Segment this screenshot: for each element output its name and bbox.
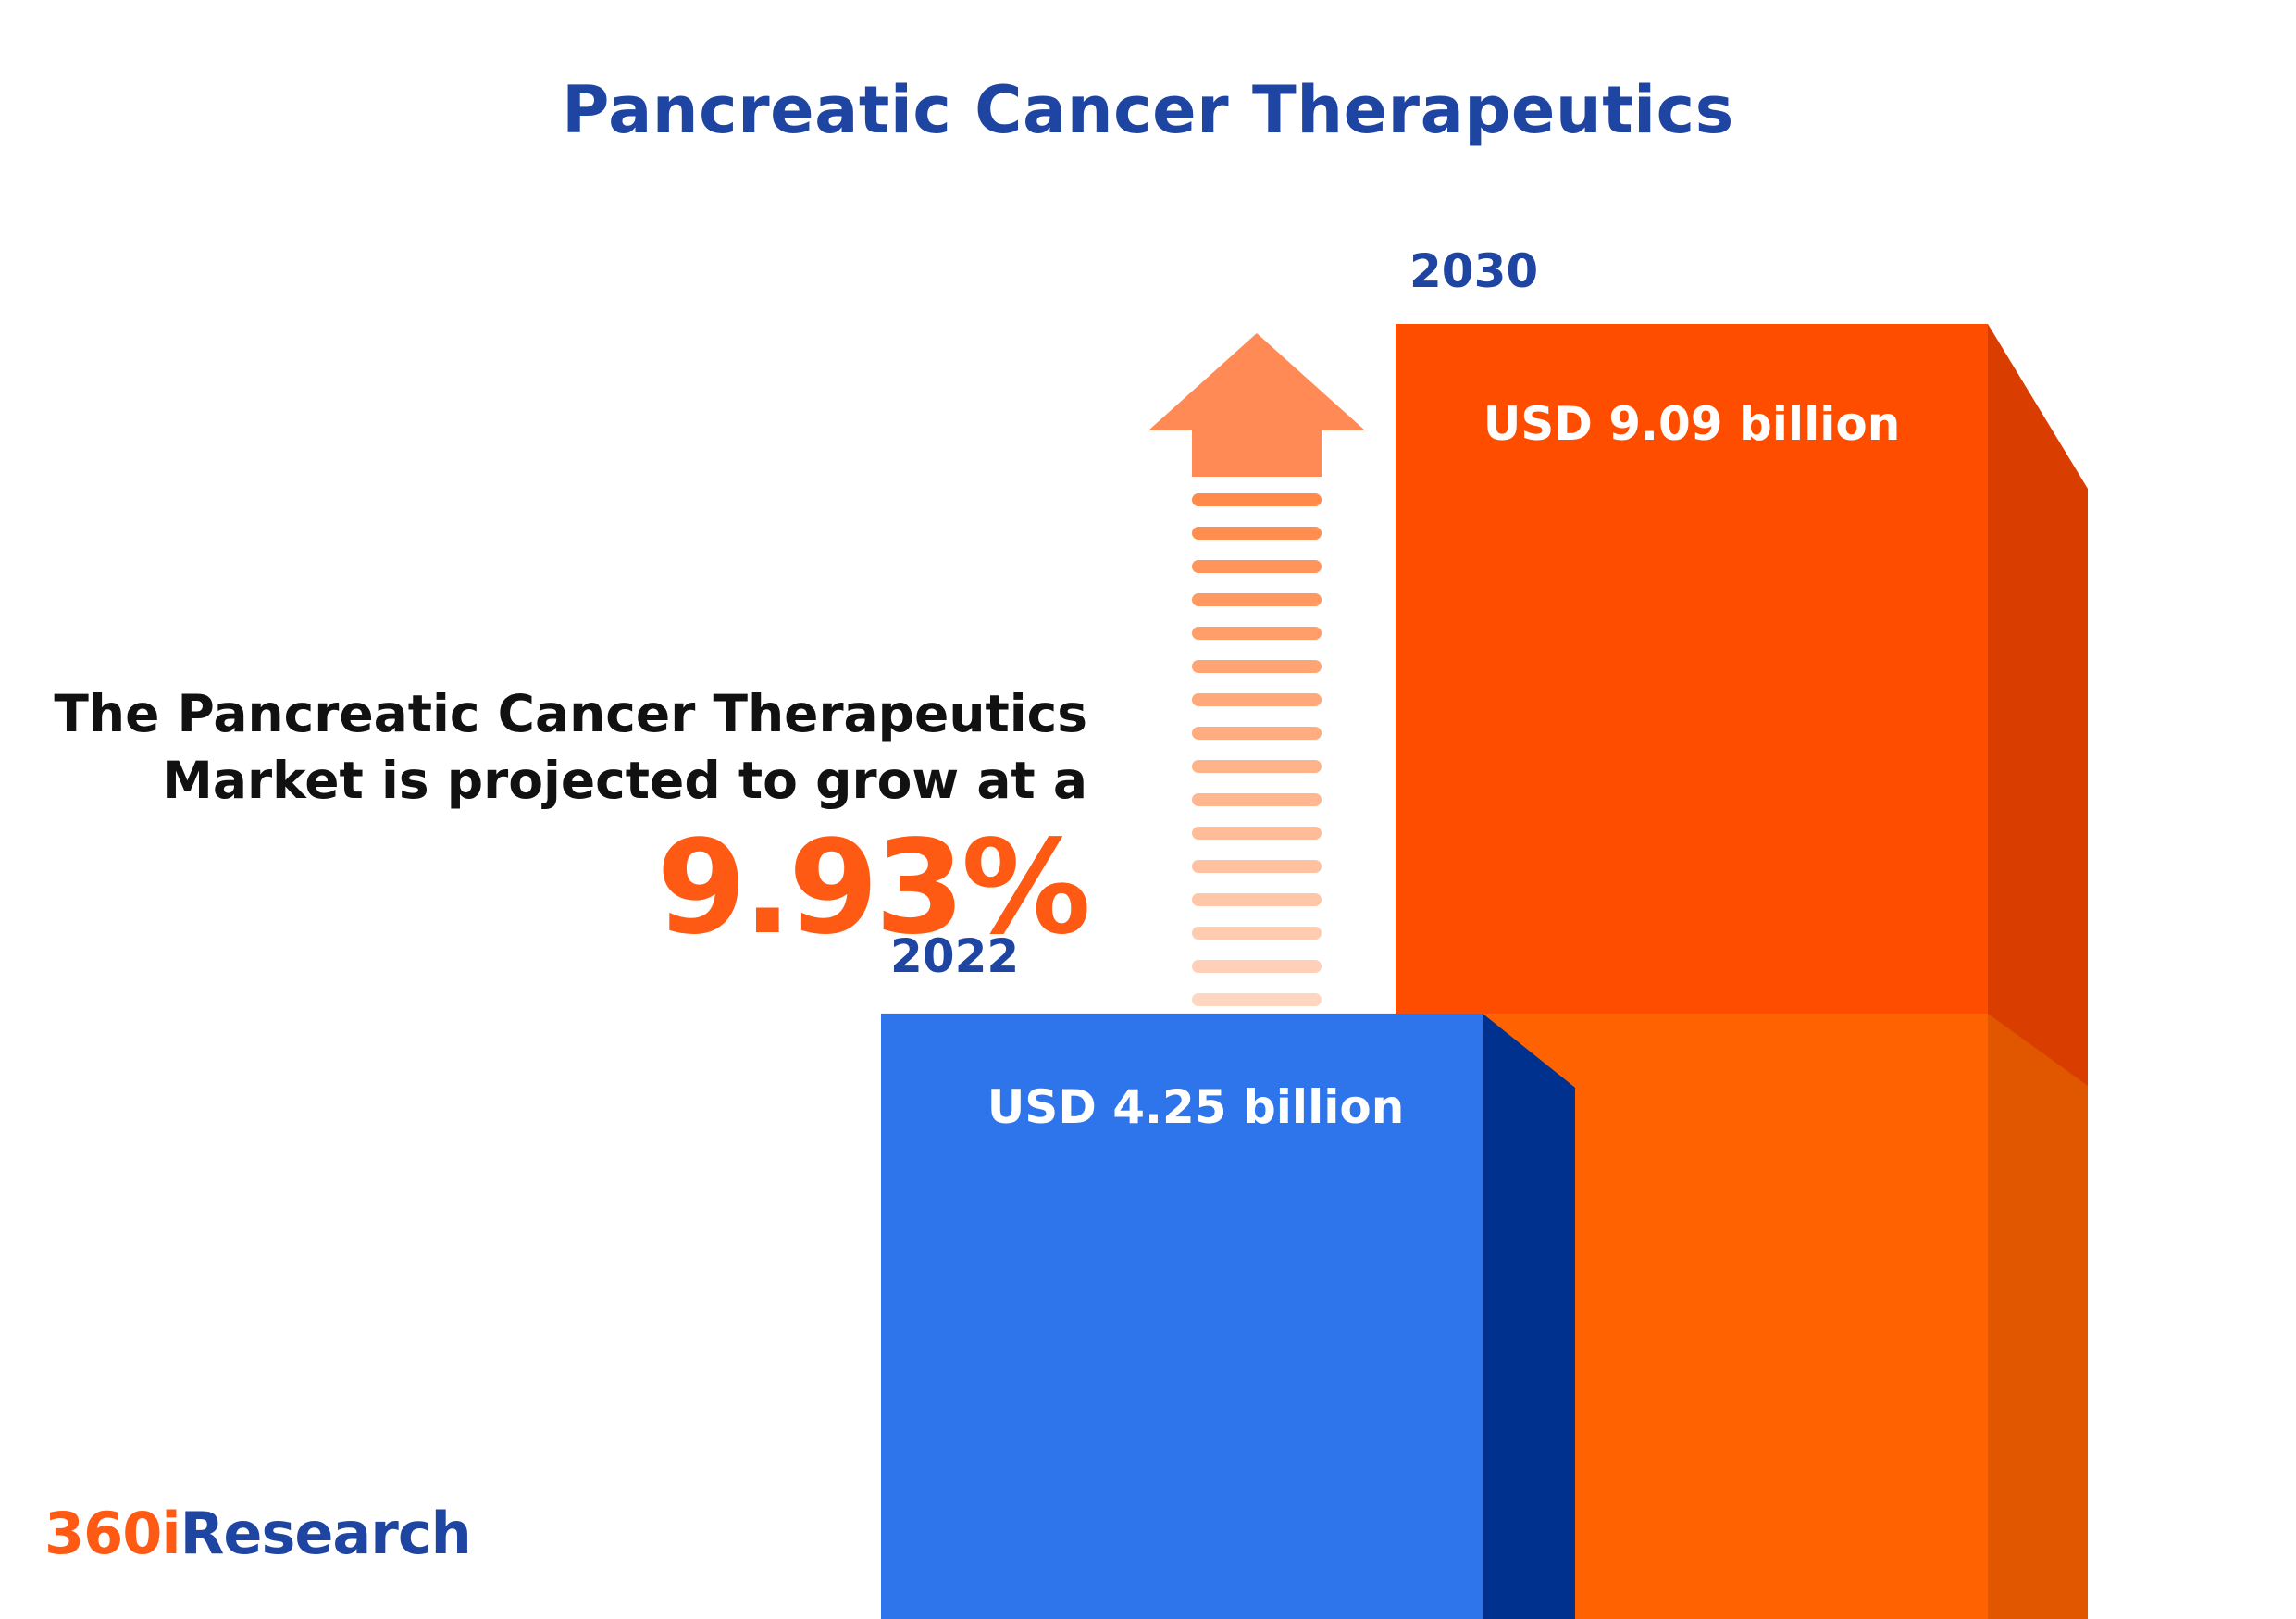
growth-arrow-stripe — [1192, 627, 1322, 640]
growth-arrow-stripe — [1192, 493, 1322, 506]
growth-statement: The Pancreatic Cancer Therapeutics Marke… — [0, 680, 1087, 814]
bar-2022 — [881, 1013, 1483, 1619]
value-label-2022: USD 4.25 billion — [987, 1080, 1405, 1134]
growth-arrow-head — [1148, 333, 1365, 477]
year-label-2030: 2030 — [1409, 244, 1538, 298]
year-label-2022: 2022 — [890, 929, 1019, 983]
bar-2022-side — [1483, 1013, 1575, 1619]
growth-arrow-stripe — [1192, 893, 1322, 906]
value-label-2030: USD 9.09 billion — [1483, 397, 1901, 451]
bar-2030-lower-side — [1988, 1013, 2088, 1619]
growth-arrow-stripe — [1192, 527, 1322, 540]
labels-group: 2022 USD 4.25 billion 2030 USD 9.09 billion — [890, 244, 1900, 1134]
growth-arrow-stripe — [1192, 560, 1322, 573]
growth-arrow-stripe — [1192, 927, 1322, 940]
growth-statement-line-1: The Pancreatic Cancer Therapeutics — [54, 684, 1087, 743]
brand-logo-part-1: 360i — [44, 1500, 181, 1567]
growth-arrow-stripe — [1192, 660, 1322, 673]
bars-group — [881, 324, 2088, 1619]
page-title: Pancreatic Cancer Therapeutics — [562, 72, 1734, 148]
growth-arrow-stripe — [1192, 827, 1322, 840]
growth-statement-line-2: Market is projected to grow at a — [162, 751, 1087, 810]
brand-logo: 360iResearch — [44, 1500, 472, 1567]
growth-arrow-stripe — [1192, 760, 1322, 773]
brand-logo-part-2: Research — [180, 1500, 472, 1567]
growth-arrow-stripe — [1192, 860, 1322, 873]
growth-arrow-stripe — [1192, 993, 1322, 1006]
growth-arrow-stripe — [1192, 793, 1322, 806]
growth-arrow-stripe — [1192, 960, 1322, 973]
growth-arrow-stripe — [1192, 593, 1322, 606]
growth-arrow-stripe — [1192, 727, 1322, 740]
cagr-value: 9.93% — [656, 813, 1091, 964]
growth-arrow-stripe — [1192, 693, 1322, 706]
